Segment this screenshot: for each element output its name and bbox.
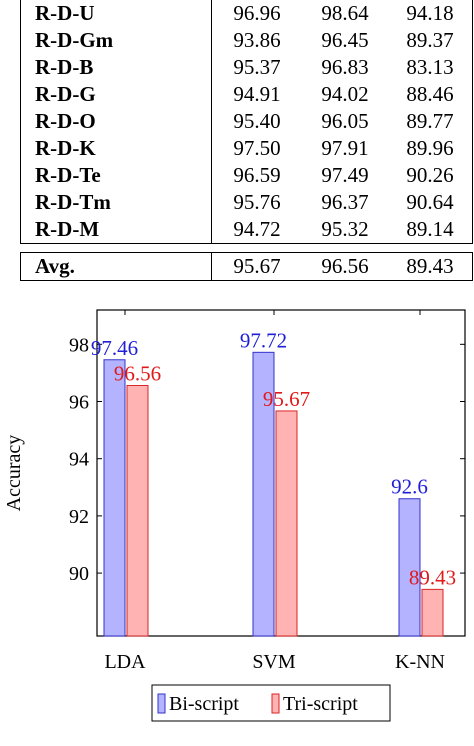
avg-row: Avg. 95.67 96.56 89.43 <box>20 252 473 281</box>
accuracy-cell: 96.05 <box>321 109 369 133</box>
accuracy-cell: 89.14 <box>388 216 473 244</box>
results-table-container: R-D-U 96.96 98.64 94.18 R-D-Gm 93.86 96.45 89.3… <box>20 0 474 281</box>
accuracy-cell: 90.26 <box>388 162 473 189</box>
accuracy-cell: 93.86 <box>233 28 281 52</box>
table-row: R-D-O 95.40 96.05 89.77 <box>20 108 473 135</box>
x-tick-label: SVM <box>252 651 296 673</box>
accuracy-cell: 96.37 <box>321 190 369 214</box>
data-label: 95.67 <box>263 387 310 411</box>
y-axis-label: Accuracy <box>3 435 25 512</box>
y-tick-label: 94 <box>69 449 89 471</box>
bar-bi-script <box>252 351 275 637</box>
accuracy-cell: 89.77 <box>388 108 473 135</box>
row-label: R-D-Gm <box>20 27 212 54</box>
row-label: R-D-G <box>20 81 212 108</box>
bar-bi-script <box>103 359 126 637</box>
x-tick-label: LDA <box>104 651 146 673</box>
data-label: 97.46 <box>91 336 138 360</box>
accuracy-cell: 98.64 <box>321 1 369 25</box>
accuracy-cell: 94.02 <box>321 82 369 106</box>
accuracy-cell: 97.50 <box>233 136 281 160</box>
bar-tri-script <box>421 588 444 637</box>
x-tick-label: K-NN <box>395 651 445 673</box>
data-label: 97.72 <box>240 328 287 352</box>
accuracy-cell: 95.32 <box>302 216 388 244</box>
table-row: R-D-Gm 93.86 96.45 89.37 <box>20 27 473 54</box>
accuracy-cell: 94.18 <box>388 0 473 27</box>
y-tick-label: 98 <box>69 334 89 356</box>
accuracy-cell: 95.76 <box>233 190 281 214</box>
table-row: R-D-U 96.96 98.64 94.18 <box>20 0 473 27</box>
table-row: R-D-Tm 95.76 96.37 90.64 <box>20 189 473 216</box>
row-label: R-D-Tm <box>20 189 212 216</box>
data-label: 92.6 <box>391 475 428 499</box>
legend-box <box>151 684 391 722</box>
legend-label: Tri-script <box>283 693 358 715</box>
accuracy-cell: 88.46 <box>388 81 473 108</box>
row-label: R-D-Te <box>20 162 212 189</box>
accuracy-cell: 96.45 <box>321 28 369 52</box>
row-label: R-D-O <box>20 108 212 135</box>
data-label: 89.43 <box>409 565 456 589</box>
bar-tri-script <box>126 384 149 637</box>
table-row: R-D-G 94.91 94.02 88.46 <box>20 81 473 108</box>
accuracy-cell: 97.91 <box>321 136 369 160</box>
accuracy-cell: 97.49 <box>321 163 369 187</box>
accuracy-cell: 89.96 <box>388 135 473 162</box>
table-row: R-D-Te 96.59 97.49 90.26 <box>20 162 473 189</box>
row-label: Avg. <box>20 252 212 281</box>
accuracy-cell: 89.43 <box>388 252 473 281</box>
row-label: R-D-U <box>20 0 212 27</box>
spacer-cell <box>21 244 473 253</box>
accuracy-cell: 95.67 <box>211 252 302 281</box>
y-tick-label: 96 <box>69 392 89 414</box>
accuracy-cell: 89.37 <box>388 27 473 54</box>
bar-tri-script <box>275 410 298 637</box>
accuracy-cell: 95.37 <box>233 55 281 79</box>
row-label: R-D-M <box>20 216 212 244</box>
bar-bi-script <box>398 498 421 637</box>
accuracy-cell: 96.83 <box>321 55 369 79</box>
legend-swatch <box>157 693 166 714</box>
y-tick-label: 92 <box>69 506 89 528</box>
accuracy-cell: 94.72 <box>211 216 302 244</box>
data-label: 96.56 <box>114 361 161 385</box>
results-table: R-D-U 96.96 98.64 94.18 R-D-Gm 93.86 96.45 89.3… <box>20 0 473 281</box>
row-label: R-D-K <box>20 135 212 162</box>
row-label: R-D-B <box>20 54 212 81</box>
y-tick-label: 90 <box>69 563 89 585</box>
table-row: R-D-M 94.72 95.32 89.14 <box>20 216 473 244</box>
accuracy-cell: 83.13 <box>388 54 473 81</box>
accuracy-cell: 95.40 <box>233 109 281 133</box>
legend-swatch <box>271 693 280 714</box>
results-table-body: R-D-U 96.96 98.64 94.18 R-D-Gm 93.86 96.45 89.3… <box>20 0 473 281</box>
table-spacer <box>21 244 473 253</box>
accuracy-cell: 90.64 <box>388 189 473 216</box>
accuracy-cell: 96.96 <box>233 1 281 25</box>
legend-label: Bi-script <box>169 693 239 715</box>
table-row: R-D-B 95.37 96.83 83.13 <box>20 54 473 81</box>
accuracy-cell: 96.56 <box>302 252 388 281</box>
table-row: R-D-K 97.50 97.91 89.96 <box>20 135 473 162</box>
accuracy-cell: 94.91 <box>233 82 281 106</box>
accuracy-cell: 96.59 <box>233 163 281 187</box>
